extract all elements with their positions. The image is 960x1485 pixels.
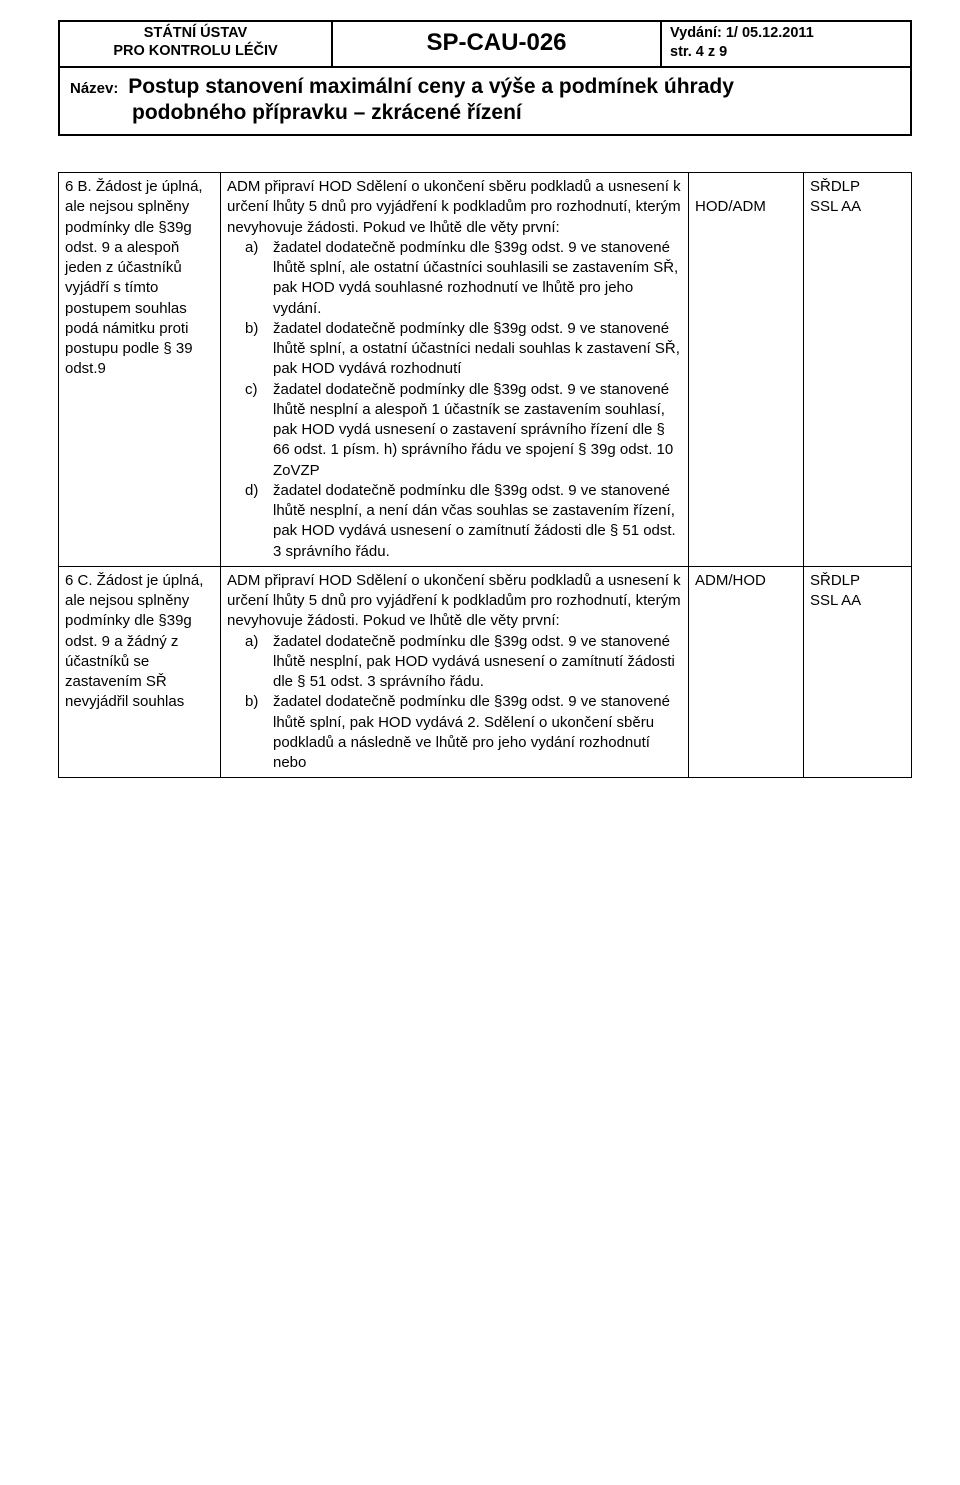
cell-ref: SŘDLP SSL AA <box>804 173 912 567</box>
cell-role: ADM/HOD <box>689 566 804 778</box>
list-text: žadatel dodatečně podmínku dle §39g odst… <box>273 633 675 691</box>
title-label: Název: <box>70 80 118 97</box>
list-text: žadatel dodatečně podmínky dle §39g odst… <box>273 381 673 479</box>
list-marker: d) <box>245 481 258 501</box>
page: STÁTNÍ ÚSTAV PRO KONTROLU LÉČIV SP-CAU-0… <box>0 0 960 798</box>
list-text: žadatel dodatečně podmínku dle §39g odst… <box>273 239 678 317</box>
list-marker: a) <box>245 632 258 652</box>
header-title: Název: Postup stanovení maximální ceny a… <box>60 68 910 135</box>
list-item: b)žadatel dodatečně podmínku dle §39g od… <box>273 692 682 773</box>
ref-line-2: SSL AA <box>810 198 861 215</box>
list-item: d)žadatel dodatečně podmínku dle §39g od… <box>273 481 682 562</box>
list-item: c)žadatel dodatečně podmínky dle §39g od… <box>273 380 682 481</box>
table-row: 6 C. Žádost je úplná, ale nejsou splněny… <box>59 566 912 778</box>
org-line-1: STÁTNÍ ÚSTAV <box>68 24 323 42</box>
list-marker: a) <box>245 238 258 258</box>
action-list: a) žadatel dodatečně podmínku dle §39g od… <box>227 238 682 562</box>
header-issue: Vydání: 1/ 05.12.2011 <box>670 24 902 43</box>
role-text: HOD/ADM <box>695 198 766 215</box>
list-marker: b) <box>245 692 258 712</box>
cell-action: ADM připraví HOD Sdělení o ukončení sběr… <box>221 566 689 778</box>
ref-line-1: SŘDLP <box>810 178 860 195</box>
list-marker: c) <box>245 380 258 400</box>
header-meta: Vydání: 1/ 05.12.2011 str. 4 z 9 <box>662 22 910 66</box>
action-list: a) žadatel dodatečně podmínku dle §39g od… <box>227 632 682 774</box>
list-text: žadatel dodatečně podmínku dle §39g odst… <box>273 482 676 560</box>
list-item: b)žadatel dodatečně podmínky dle §39g od… <box>273 319 682 380</box>
org-line-2: PRO KONTROLU LÉČIV <box>68 42 323 60</box>
title-line-1: Postup stanovení maximální ceny a výše a… <box>128 75 734 98</box>
ref-line-1: SŘDLP <box>810 572 860 589</box>
action-intro: ADM připraví HOD Sdělení o ukončení sběr… <box>227 177 682 238</box>
cell-ref: SŘDLP SSL AA <box>804 566 912 778</box>
list-item: a)žadatel dodatečně podmínku dle §39g od… <box>273 238 682 319</box>
procedure-tbody: 6 B. Žádost je úplná, ale nejsou splněny… <box>59 173 912 778</box>
ref-line-2: SSL AA <box>810 592 861 609</box>
cell-condition: 6 B. Žádost je úplná, ale nejsou splněny… <box>59 173 221 567</box>
table-row: 6 B. Žádost je úplná, ale nejsou splněny… <box>59 173 912 567</box>
header-org: STÁTNÍ ÚSTAV PRO KONTROLU LÉČIV <box>60 22 333 66</box>
action-intro: ADM připraví HOD Sdělení o ukončení sběr… <box>227 571 682 632</box>
document-header: STÁTNÍ ÚSTAV PRO KONTROLU LÉČIV SP-CAU-0… <box>58 20 912 136</box>
list-text: žadatel dodatečně podmínku dle §39g odst… <box>273 693 670 771</box>
cell-condition: 6 C. Žádost je úplná, ale nejsou splněny… <box>59 566 221 778</box>
cell-role: HOD/ADM <box>689 173 804 567</box>
list-text: žadatel dodatečně podmínky dle §39g odst… <box>273 320 680 378</box>
header-page: str. 4 z 9 <box>670 43 902 62</box>
title-line-2: podobného přípravku – zkrácené řízení <box>132 101 522 124</box>
header-doc-code: SP-CAU-026 <box>333 22 662 66</box>
procedure-table: 6 B. Žádost je úplná, ale nejsou splněny… <box>58 172 912 778</box>
list-item: a)žadatel dodatečně podmínku dle §39g od… <box>273 632 682 693</box>
list-marker: b) <box>245 319 258 339</box>
cell-action: ADM připraví HOD Sdělení o ukončení sběr… <box>221 173 689 567</box>
header-top-row: STÁTNÍ ÚSTAV PRO KONTROLU LÉČIV SP-CAU-0… <box>60 22 910 68</box>
